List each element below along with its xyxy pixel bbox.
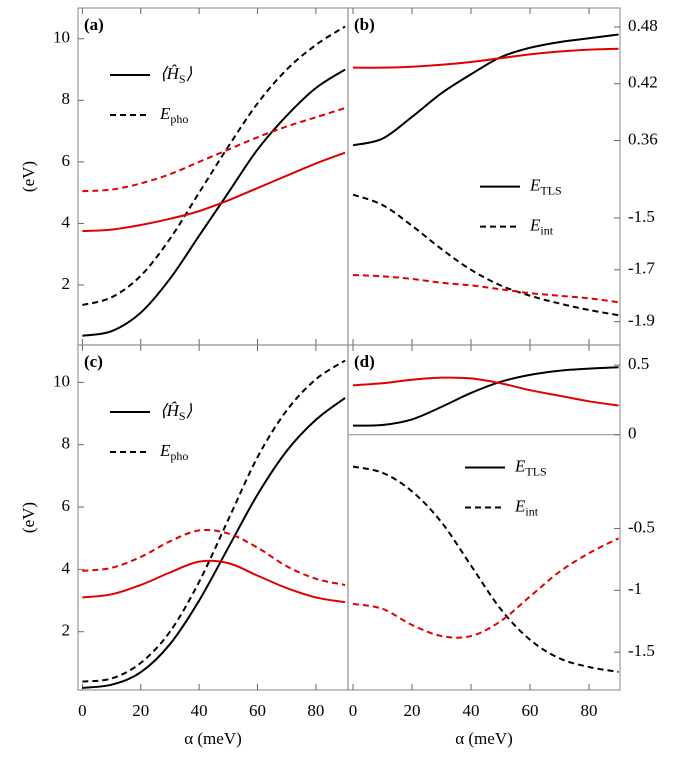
panel-frame [347, 7, 621, 346]
x-tick-label: 80 [581, 701, 598, 720]
x-axis-label: α (meV) [455, 729, 513, 748]
y-tick-label: 0 [628, 424, 637, 443]
series-line [82, 151, 346, 233]
y-tick-label: 6 [62, 151, 71, 170]
series-line [352, 465, 619, 673]
y-tick-label: 10 [53, 28, 70, 47]
y-axis-label: (eV) [19, 502, 38, 533]
panel-label: (c) [84, 352, 103, 371]
legend-label: ⟨ĤS⟩ [160, 401, 193, 423]
y-tick-label: 6 [62, 496, 71, 515]
x-tick-label: 40 [191, 701, 208, 720]
x-tick-label: 80 [307, 701, 324, 720]
y-tick-label: 0.5 [628, 354, 649, 373]
y-tick-label: 4 [62, 558, 71, 577]
y-tick-label: 0.36 [628, 129, 658, 148]
y-tick-label: 10 [53, 371, 70, 390]
legend-label: Epho [159, 441, 188, 463]
y-tick-label: 0.42 [628, 73, 658, 92]
series-line [82, 68, 346, 337]
panel-frame [77, 7, 349, 346]
panel-frame [77, 344, 349, 691]
x-tick-label: 20 [132, 701, 149, 720]
series-line [352, 366, 619, 427]
y-tick-label: -1.7 [628, 259, 655, 278]
series-line [82, 559, 346, 604]
y-tick-label: 2 [62, 621, 71, 640]
legend-label: Epho [159, 104, 188, 126]
y-tick-label: -1.5 [628, 207, 655, 226]
series-line [82, 397, 346, 689]
x-tick-label: 0 [78, 701, 87, 720]
series-line [352, 33, 619, 147]
x-tick-label: 40 [463, 701, 480, 720]
series-line [353, 47, 619, 69]
y-axis-label: (eV) [19, 161, 38, 192]
y-tick-label: 0.48 [628, 16, 658, 35]
y-tick-label: -1.9 [628, 311, 655, 330]
legend-label: ETLS [514, 456, 547, 478]
y-tick-label: -1 [628, 579, 642, 598]
series-line [82, 528, 346, 586]
x-axis-label: α (meV) [184, 729, 242, 748]
panel-label: (b) [354, 15, 375, 34]
series-line [352, 274, 619, 304]
x-tick-label: 60 [249, 701, 266, 720]
y-tick-label: -1.5 [628, 641, 655, 660]
y-tick-label: 8 [62, 434, 71, 453]
legend-label: Eint [529, 216, 554, 238]
y-tick-label: 8 [62, 89, 71, 108]
panel-label: (d) [354, 352, 375, 371]
series-line [352, 537, 619, 639]
x-tick-label: 60 [522, 701, 539, 720]
panel-frame [347, 344, 621, 691]
x-tick-label: 0 [349, 701, 358, 720]
legend-label: ⟨ĤS⟩ [160, 64, 193, 86]
series-line [352, 193, 619, 317]
series-line [352, 376, 619, 407]
y-tick-label: 2 [62, 274, 71, 293]
series-line [82, 25, 346, 306]
x-tick-label: 20 [404, 701, 421, 720]
series-line [82, 107, 346, 193]
y-tick-label: -0.5 [628, 517, 655, 536]
panel-label: (a) [84, 15, 104, 34]
y-tick-label: 4 [62, 212, 71, 231]
legend-label: ETLS [529, 176, 562, 198]
legend-label: Eint [514, 496, 539, 518]
series-line [82, 359, 346, 683]
